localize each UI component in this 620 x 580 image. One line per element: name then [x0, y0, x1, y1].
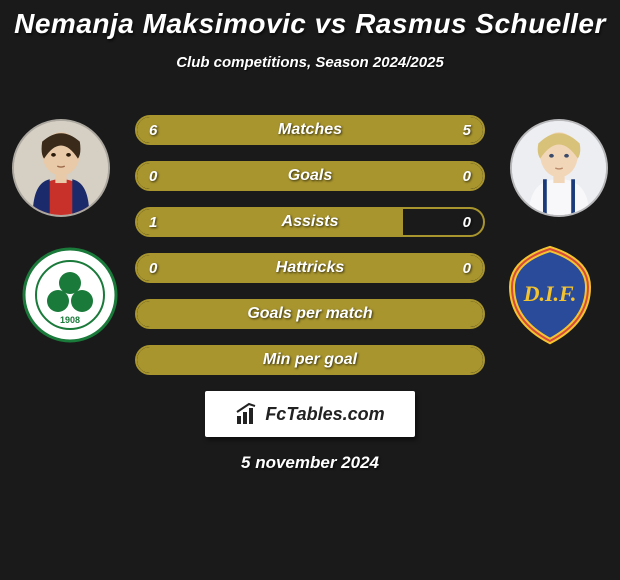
stat-value-right: 0 [463, 260, 471, 277]
stat-label: Goals [288, 167, 332, 185]
player-right-avatar [510, 119, 608, 217]
subtitle: Club competitions, Season 2024/2025 [0, 54, 620, 71]
stat-fill-right [310, 163, 483, 189]
stat-label: Matches [278, 121, 342, 139]
stat-label: Hattricks [276, 259, 344, 277]
avatar-right-icon [512, 121, 606, 215]
branding-badge: FcTables.com [205, 391, 415, 437]
stat-fill-left [137, 209, 403, 235]
stat-fill-left [137, 163, 310, 189]
stat-label: Assists [282, 213, 339, 231]
branding-chart-icon [235, 402, 259, 426]
page-title: Nemanja Maksimovic vs Rasmus Schueller [0, 0, 620, 40]
stat-row-goals: 0 Goals 0 [135, 161, 485, 191]
stat-row-hattricks: 0 Hattricks 0 [135, 253, 485, 283]
comparison-panel: 1908 D.I.F. 6 Matches 5 0 Goals 0 1 [0, 101, 620, 473]
club-right-initials: D.I.F. [523, 281, 577, 306]
date-text: 5 november 2024 [0, 453, 620, 473]
stat-value-left: 0 [149, 168, 157, 185]
stat-label: Min per goal [263, 351, 357, 369]
stat-value-left: 6 [149, 122, 157, 139]
club-right-icon: D.I.F. [500, 245, 600, 345]
stat-label: Goals per match [247, 305, 372, 323]
branding-text: FcTables.com [265, 404, 384, 425]
stat-row-matches: 6 Matches 5 [135, 115, 485, 145]
club-left-badge: 1908 [20, 245, 120, 345]
stat-row-assists: 1 Assists 0 [135, 207, 485, 237]
club-left-icon: 1908 [20, 245, 120, 345]
stat-value-right: 0 [463, 168, 471, 185]
stats-bars: 6 Matches 5 0 Goals 0 1 Assists 0 0 Hatt… [135, 101, 485, 375]
stat-value-right: 5 [463, 122, 471, 139]
club-right-badge: D.I.F. [500, 245, 600, 345]
stat-value-right: 0 [463, 214, 471, 231]
stat-value-left: 0 [149, 260, 157, 277]
player-left-avatar [12, 119, 110, 217]
club-left-year: 1908 [60, 315, 80, 325]
stat-value-left: 1 [149, 214, 157, 231]
avatar-left-icon [14, 121, 108, 215]
stat-row-min-per-goal: Min per goal [135, 345, 485, 375]
stat-row-goals-per-match: Goals per match [135, 299, 485, 329]
